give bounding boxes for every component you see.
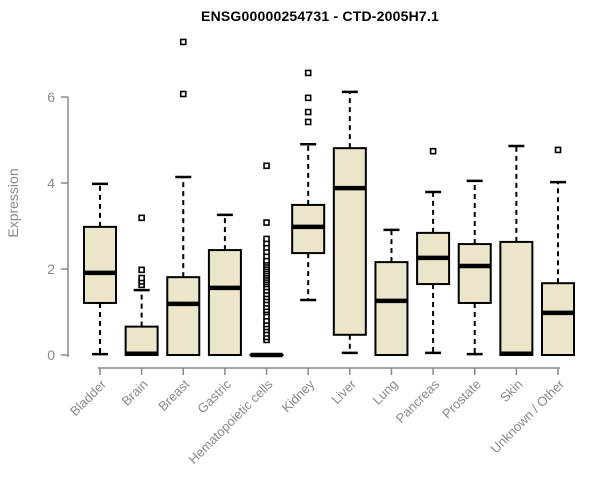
boxplot-unknown-other — [541, 146, 575, 356]
iqr-box — [207, 249, 242, 356]
iqr-box — [166, 276, 201, 357]
iqr-box — [499, 240, 534, 356]
outlier-point — [304, 94, 312, 102]
outlier-point — [138, 214, 145, 222]
y-tick-label: 6 — [47, 89, 55, 105]
boxplot-liver — [332, 90, 367, 355]
iqr-box — [374, 261, 409, 356]
iqr-box — [124, 325, 159, 356]
y-tick-label: 0 — [47, 347, 55, 363]
iqr-box — [541, 282, 575, 356]
x-tick-label: Pancreas — [393, 376, 443, 426]
y-tick-label: 4 — [47, 175, 55, 191]
x-tick-label: Skin — [497, 377, 525, 405]
x-tick-label: Liver — [328, 376, 359, 407]
boxplot-breast — [166, 38, 201, 357]
boxplot-gastric — [207, 213, 242, 356]
outlier-point — [304, 118, 312, 126]
outlier-point — [263, 235, 270, 243]
outlier-point — [429, 147, 437, 155]
x-tick-label: Lung — [370, 377, 401, 408]
outlier-point — [304, 108, 312, 116]
y-axis-title: Expression — [5, 168, 21, 238]
x-tick-label: Kidney — [279, 376, 318, 415]
outlier-point — [304, 69, 312, 77]
x-tick-label: Gastric — [194, 376, 234, 416]
boxplot-prostate — [457, 179, 492, 356]
outlier-point — [138, 266, 145, 274]
y-tick-label: 2 — [47, 261, 55, 277]
iqr-box — [457, 243, 492, 304]
outlier-point — [263, 162, 270, 170]
outlier-point — [138, 274, 145, 282]
boxplot-bladder — [83, 182, 117, 356]
boxplot-kidney — [291, 69, 326, 302]
x-tick-label: Unknown / Other — [488, 376, 568, 456]
boxplot-skin — [499, 144, 534, 356]
outlier-point — [554, 146, 562, 154]
x-tick-label: Prostate — [439, 377, 484, 422]
boxplot-pancreas — [416, 147, 451, 355]
boxplot-brain — [124, 214, 159, 356]
x-tick-label: Breast — [155, 376, 192, 413]
x-tick-label: Bladder — [67, 376, 110, 419]
chart-title: ENSG00000254731 - CTD-2005H7.1 — [201, 8, 439, 24]
outlier-point — [263, 219, 270, 226]
boxplot-hematopoietic-cells — [249, 162, 284, 358]
x-tick-label: Brain — [119, 377, 151, 409]
boxplot-lung — [374, 228, 409, 356]
outlier-point — [179, 90, 187, 98]
iqr-box — [83, 225, 117, 304]
outlier-point — [179, 38, 187, 46]
iqr-box — [332, 147, 367, 336]
